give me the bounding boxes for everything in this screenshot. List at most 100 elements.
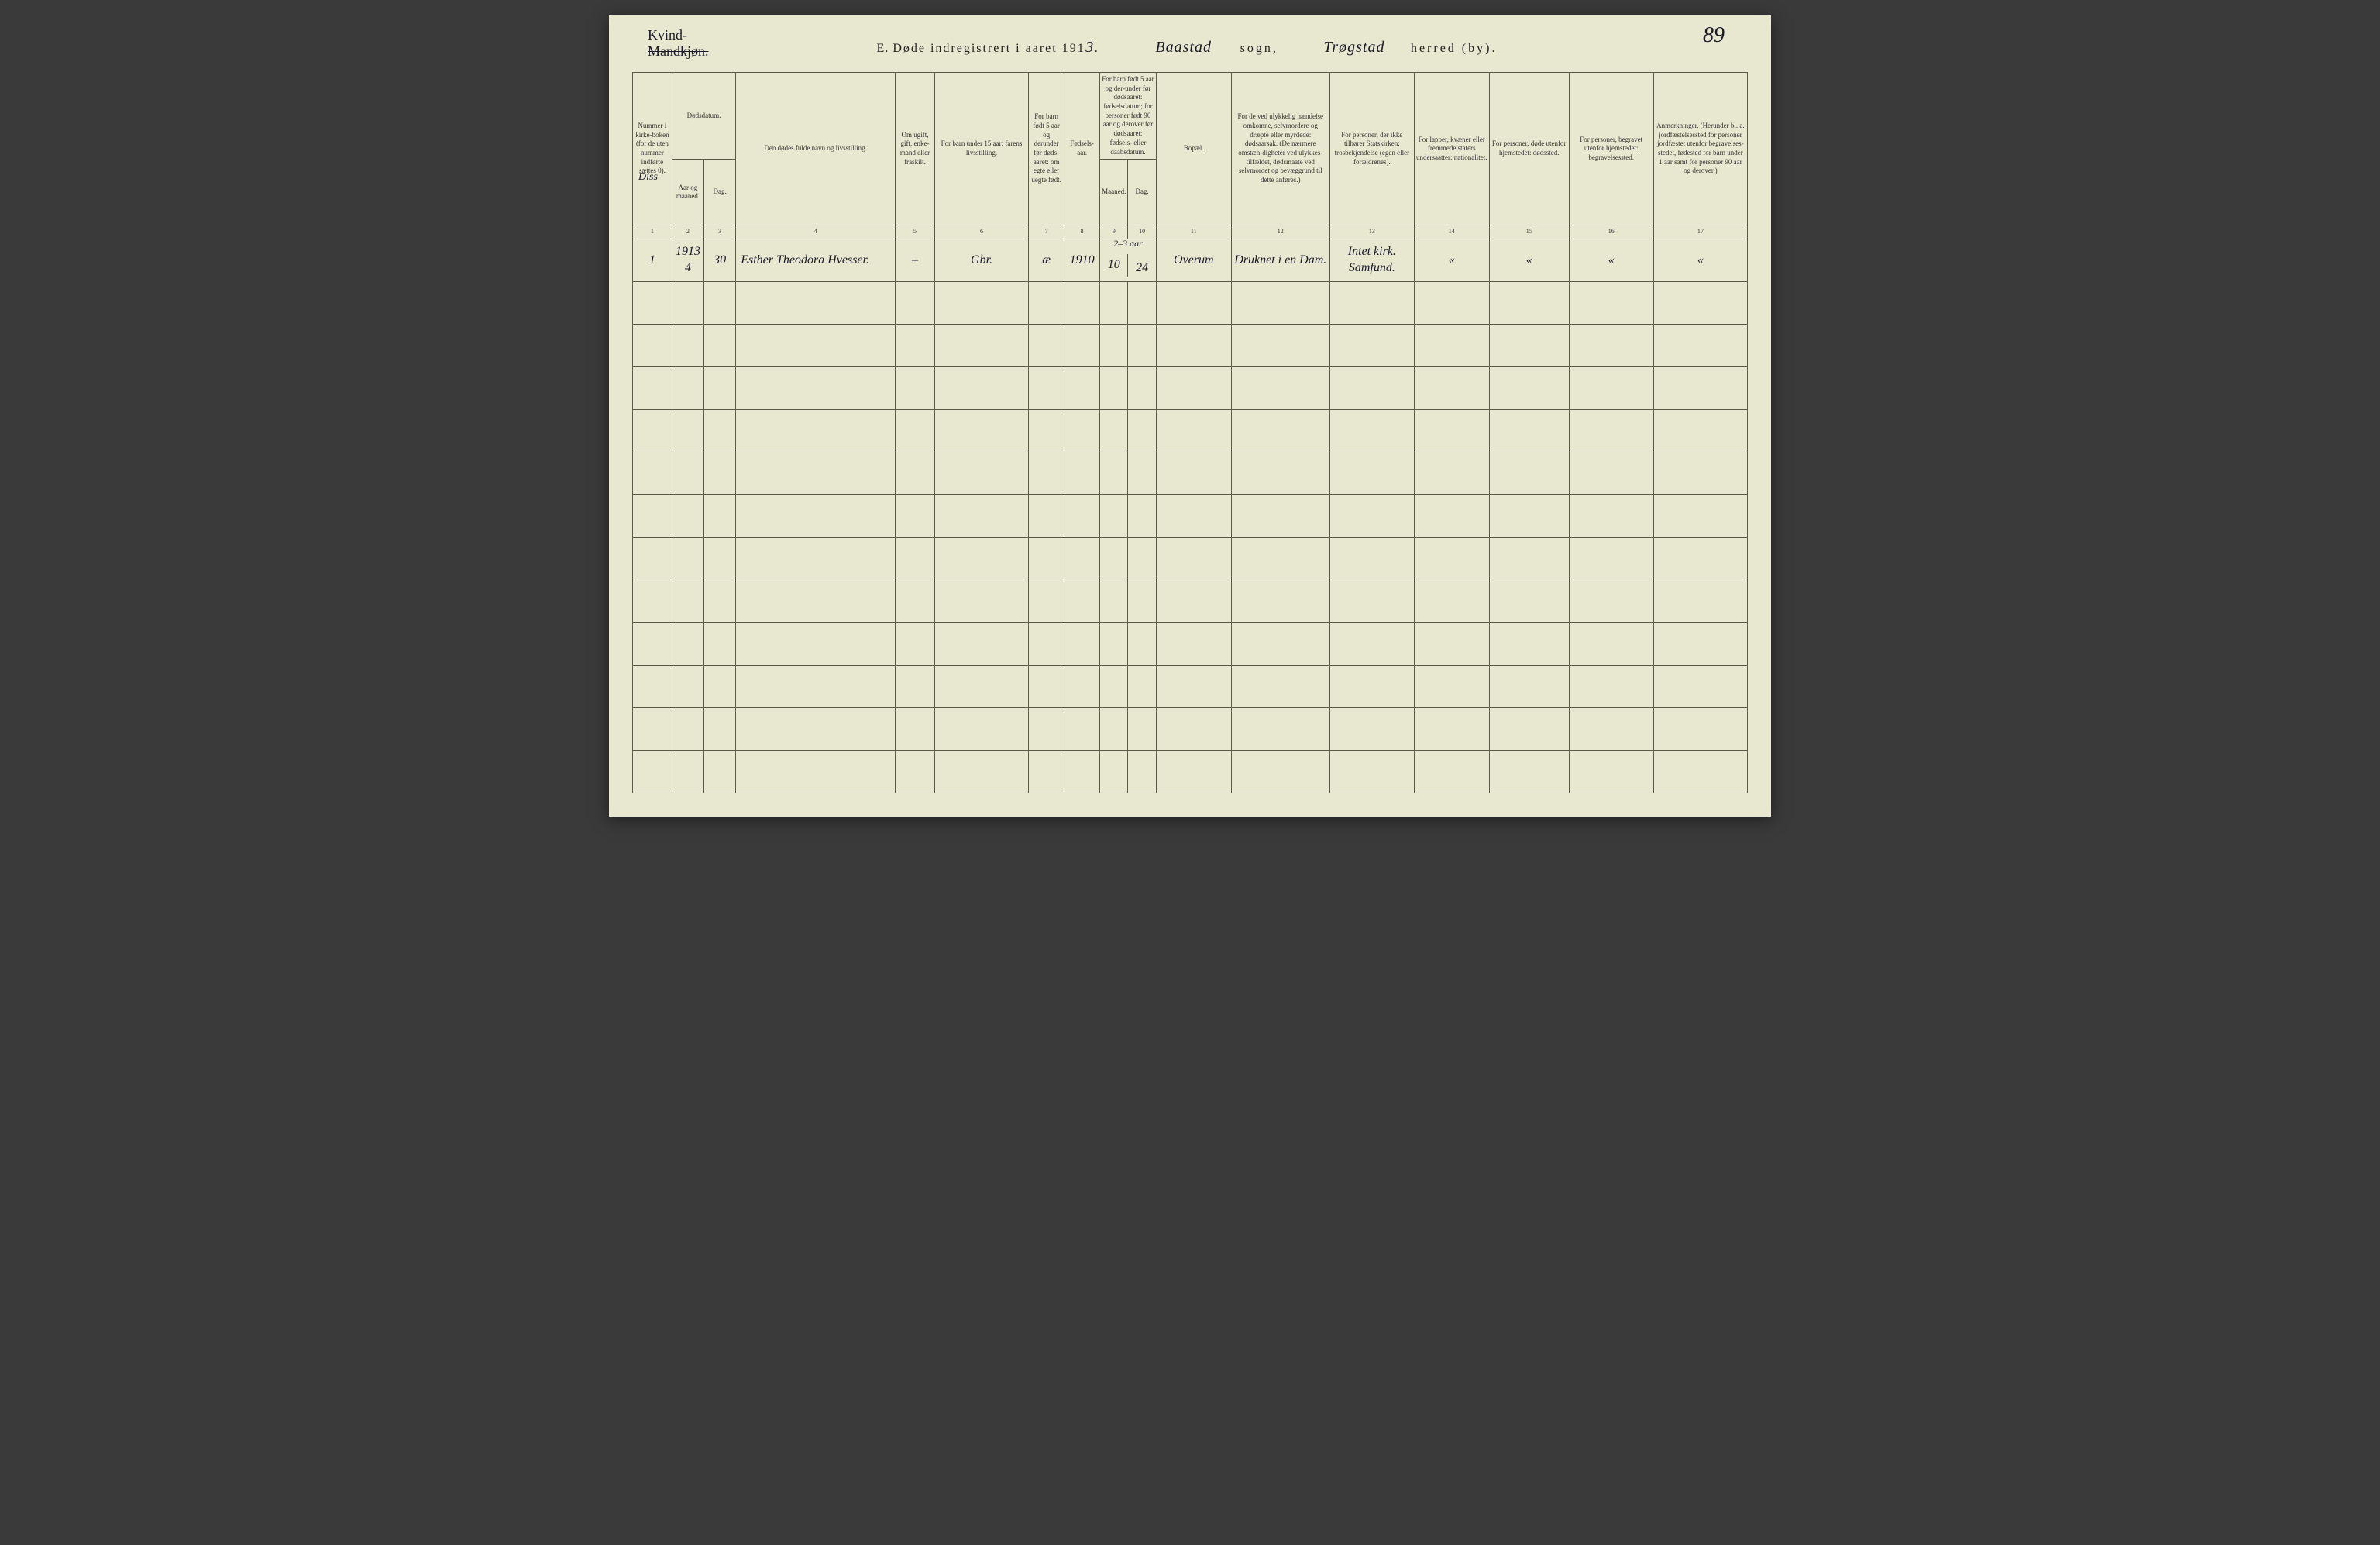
empty-cell	[896, 410, 935, 452]
title-section: E.	[877, 42, 889, 55]
empty-cell	[1064, 666, 1100, 708]
empty-cell	[1100, 282, 1128, 325]
empty-cell	[1489, 708, 1569, 751]
colnum-17: 17	[1653, 225, 1747, 239]
colnum-8: 8	[1064, 225, 1100, 239]
colnum-11: 11	[1156, 225, 1231, 239]
empty-cell	[672, 410, 703, 452]
empty-cell	[1653, 452, 1747, 495]
empty-cell	[704, 751, 736, 793]
empty-cell	[1100, 538, 1128, 580]
empty-cell	[934, 495, 1028, 538]
empty-cell	[1156, 325, 1231, 367]
empty-cell	[934, 367, 1028, 410]
empty-cell	[896, 367, 935, 410]
empty-cell	[896, 666, 935, 708]
empty-cell	[1489, 538, 1569, 580]
empty-cell	[736, 538, 896, 580]
empty-cell	[1128, 367, 1156, 410]
empty-cell	[1329, 452, 1414, 495]
empty-cell	[736, 495, 896, 538]
cell-c11: Overum	[1156, 239, 1231, 282]
table-row-empty	[633, 325, 1748, 367]
empty-cell	[1156, 495, 1231, 538]
empty-cell	[736, 325, 896, 367]
colnum-2: 2	[672, 225, 703, 239]
cell-c12: Druknet i en Dam.	[1231, 239, 1329, 282]
empty-cell	[633, 367, 672, 410]
empty-cell	[1156, 623, 1231, 666]
empty-cell	[896, 538, 935, 580]
empty-cell	[934, 282, 1028, 325]
colnum-12: 12	[1231, 225, 1329, 239]
empty-cell	[934, 452, 1028, 495]
colnum-3: 3	[704, 225, 736, 239]
colnum-13: 13	[1329, 225, 1414, 239]
empty-cell	[1064, 495, 1100, 538]
empty-cell	[1128, 282, 1156, 325]
colnum-5: 5	[896, 225, 935, 239]
empty-cell	[1231, 708, 1329, 751]
col-header-5: Om ugift, gift, enke-mand eller fraskilt…	[896, 73, 935, 225]
empty-cell	[704, 410, 736, 452]
parish-written: Baastad	[1137, 39, 1230, 57]
title-year-suffix: 3	[1085, 39, 1095, 57]
empty-cell	[633, 623, 672, 666]
empty-cell	[1569, 666, 1653, 708]
empty-cell	[1569, 452, 1653, 495]
empty-cell	[704, 623, 736, 666]
empty-cell	[1029, 325, 1064, 367]
empty-cell	[633, 751, 672, 793]
empty-cell	[1064, 623, 1100, 666]
empty-cell	[896, 580, 935, 623]
empty-cell	[633, 495, 672, 538]
empty-cell	[1231, 580, 1329, 623]
empty-cell	[1329, 495, 1414, 538]
empty-cell	[672, 495, 703, 538]
empty-cell	[1414, 410, 1489, 452]
empty-cell	[1128, 623, 1156, 666]
empty-cell	[1414, 495, 1489, 538]
empty-cell	[1653, 495, 1747, 538]
empty-cell	[1414, 751, 1489, 793]
empty-cell	[1489, 495, 1569, 538]
empty-cell	[1029, 495, 1064, 538]
empty-cell	[672, 666, 703, 708]
empty-cell	[1128, 538, 1156, 580]
empty-cell	[1414, 666, 1489, 708]
empty-cell	[934, 410, 1028, 452]
empty-cell	[1029, 751, 1064, 793]
empty-cell	[1156, 580, 1231, 623]
empty-cell	[1329, 325, 1414, 367]
empty-cell	[1064, 708, 1100, 751]
table-row: 1 1913 4 30 Esther Theodora Hvesser. – G…	[633, 239, 1748, 282]
empty-cell	[896, 282, 935, 325]
empty-cell	[704, 452, 736, 495]
empty-cell	[633, 580, 672, 623]
empty-cell	[1100, 367, 1128, 410]
empty-cell	[1653, 325, 1747, 367]
empty-cell	[1329, 580, 1414, 623]
empty-cell	[1231, 452, 1329, 495]
empty-cell	[1231, 495, 1329, 538]
empty-cell	[672, 751, 703, 793]
col-header-15: For personer, døde utenfor hjemstedet: d…	[1489, 73, 1569, 225]
empty-cell	[1156, 367, 1231, 410]
empty-cell	[1414, 538, 1489, 580]
col-header-13: For personer, der ikke tilhører Statskir…	[1329, 73, 1414, 225]
table-row-empty	[633, 580, 1748, 623]
empty-cell	[1489, 751, 1569, 793]
empty-cell	[934, 325, 1028, 367]
empty-cell	[633, 325, 672, 367]
empty-cell	[672, 325, 703, 367]
empty-cell	[1029, 282, 1064, 325]
table-row-empty	[633, 751, 1748, 793]
empty-cell	[672, 367, 703, 410]
colnum-4: 4	[736, 225, 896, 239]
empty-cell	[1156, 538, 1231, 580]
cell-c4: Esther Theodora Hvesser.	[736, 239, 896, 282]
district-written: Trøgstad	[1308, 39, 1401, 57]
table-row-empty	[633, 623, 1748, 666]
empty-cell	[1029, 708, 1064, 751]
empty-cell	[1329, 367, 1414, 410]
